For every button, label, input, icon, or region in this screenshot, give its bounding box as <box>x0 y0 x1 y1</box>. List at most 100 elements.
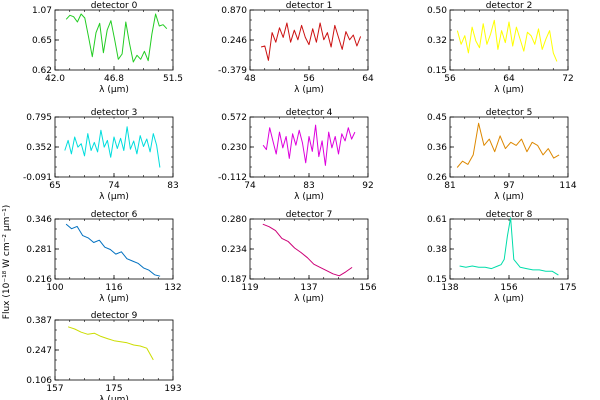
y-tick-label: 0.62 <box>32 66 52 76</box>
y-tick-label: -0.112 <box>218 173 247 183</box>
y-tick-label: 1.07 <box>32 6 52 16</box>
x-axis-label: λ (μm) <box>294 85 324 95</box>
x-axis-label: λ (μm) <box>99 294 129 304</box>
x-tick-label: 100 <box>46 283 63 293</box>
plot-frame <box>449 9 569 71</box>
y-tick-label: 0.61 <box>427 215 447 225</box>
panel-title: detector 8 <box>486 210 533 220</box>
panel-detector-3: detector 3 65 74 83 -0.091 0.352 0.795 λ (μm) <box>23 108 179 202</box>
x-tick-label: 114 <box>559 181 576 191</box>
x-tick-label: 156 <box>359 283 376 293</box>
y-tick-label: 0.32 <box>427 36 447 46</box>
x-tick-label: 175 <box>559 283 576 293</box>
series-line <box>65 223 161 277</box>
y-tick-label: 0.870 <box>221 6 247 16</box>
x-tick-label: 74 <box>108 181 120 191</box>
x-axis-label: λ (μm) <box>494 85 524 95</box>
panel-title: detector 4 <box>286 108 333 118</box>
panel-title: detector 1 <box>286 1 333 11</box>
y-tick-label: 0.26 <box>427 173 447 183</box>
x-tick-label: 72 <box>562 74 573 84</box>
y-tick-label: 0.15 <box>427 275 447 285</box>
x-tick-label: 42.0 <box>45 74 65 84</box>
x-tick-label: 137 <box>300 283 317 293</box>
panel-detector-2: detector 2 56 64 72 0.15 0.32 0.50 λ (μm) <box>427 1 574 95</box>
series-line <box>262 124 356 166</box>
y-tick-label: 0.106 <box>26 376 52 386</box>
panel-detector-5: detector 5 81 97 114 0.26 0.36 0.45 λ (μm) <box>427 108 577 202</box>
x-tick-label: 83 <box>167 181 178 191</box>
x-axis-label: λ (μm) <box>494 294 524 304</box>
y-tick-label: 0.45 <box>427 113 447 123</box>
panel-detector-6: detector 6 100 116 132 0.216 0.281 0.346 λ (μm) <box>26 210 181 304</box>
y-axis-label: Flux (10⁻¹⁸ W cm⁻² μm⁻¹) <box>2 205 12 319</box>
x-axis-label: λ (μm) <box>294 192 324 202</box>
y-tick-label: 0.352 <box>26 143 52 153</box>
plot-frame <box>54 9 174 71</box>
x-tick-label: 193 <box>164 384 181 394</box>
x-axis-label: λ (μm) <box>99 85 129 95</box>
series-line <box>260 22 362 61</box>
x-axis-label: λ (μm) <box>494 192 524 202</box>
y-tick-label: 0.234 <box>221 245 247 255</box>
y-tick-label: 0.50 <box>427 6 447 16</box>
panel-title: detector 2 <box>486 1 533 11</box>
y-tick-label: 0.65 <box>32 36 52 46</box>
panel-title: detector 9 <box>91 311 138 321</box>
x-tick-label: 83 <box>303 181 314 191</box>
plot-frame <box>449 116 569 178</box>
x-tick-label: 65 <box>49 181 60 191</box>
x-tick-label: 81 <box>444 181 455 191</box>
y-tick-label: 0.247 <box>26 346 52 356</box>
series-line <box>65 13 168 63</box>
y-tick-label: 0.280 <box>221 215 247 225</box>
plot-frame <box>249 9 369 71</box>
panel-title: detector 6 <box>91 210 138 220</box>
x-tick-label: 56 <box>444 74 456 84</box>
panel-title: detector 7 <box>286 210 333 220</box>
y-tick-label: 0.187 <box>221 275 247 285</box>
y-tick-label: 0.216 <box>26 275 52 285</box>
series-line <box>64 126 161 168</box>
y-tick-label: 0.346 <box>26 215 52 225</box>
panel-detector-7: detector 7 119 137 156 0.187 0.234 0.280 λ (μm) <box>221 210 377 304</box>
x-tick-label: 92 <box>362 181 373 191</box>
x-tick-label: 64 <box>362 74 374 84</box>
y-tick-label: 0.15 <box>427 66 447 76</box>
series-line <box>262 223 353 277</box>
x-tick-label: 175 <box>105 384 122 394</box>
y-tick-label: -0.091 <box>23 173 52 183</box>
panel-detector-0: detector 0 42.0 46.8 51.5 0.62 0.65 1.07 λ (μm) <box>32 1 183 95</box>
y-tick-label: 0.38 <box>427 245 447 255</box>
y-tick-label: 0.795 <box>26 113 52 123</box>
x-tick-label: 156 <box>500 283 517 293</box>
y-tick-label: 0.246 <box>221 36 247 46</box>
x-tick-label: 97 <box>503 181 514 191</box>
x-tick-label: 51.5 <box>163 74 183 84</box>
panel-title: detector 5 <box>486 108 533 118</box>
x-tick-label: 56 <box>303 74 315 84</box>
x-tick-label: 116 <box>105 283 122 293</box>
y-tick-label: -0.379 <box>218 66 247 76</box>
x-tick-label: 157 <box>46 384 63 394</box>
x-tick-label: 74 <box>244 181 256 191</box>
x-axis-label: λ (μm) <box>294 294 324 304</box>
series-line <box>456 122 560 168</box>
panel-title: detector 3 <box>91 108 138 118</box>
series-line <box>67 326 154 361</box>
panel-detector-9: detector 9 157 175 193 0.106 0.247 0.387 λ (μm) <box>26 311 181 400</box>
y-tick-label: 0.281 <box>26 245 52 255</box>
series-line <box>459 217 559 276</box>
panel-detector-1: detector 1 48 56 64 -0.379 0.246 0.870 λ (μm) <box>218 1 374 95</box>
x-tick-label: 48 <box>244 74 256 84</box>
y-tick-label: 0.230 <box>221 143 247 153</box>
y-tick-label: 0.572 <box>221 113 247 123</box>
x-axis-label: λ (μm) <box>99 395 129 400</box>
x-tick-label: 46.8 <box>104 74 124 84</box>
series-line <box>456 19 558 62</box>
x-tick-label: 138 <box>441 283 458 293</box>
y-tick-label: 0.36 <box>427 143 447 153</box>
plot-frame <box>249 218 369 280</box>
panel-detector-4: detector 4 74 83 92 -0.112 0.230 0.572 λ (μm) <box>218 108 374 202</box>
plot-frame <box>54 319 174 381</box>
